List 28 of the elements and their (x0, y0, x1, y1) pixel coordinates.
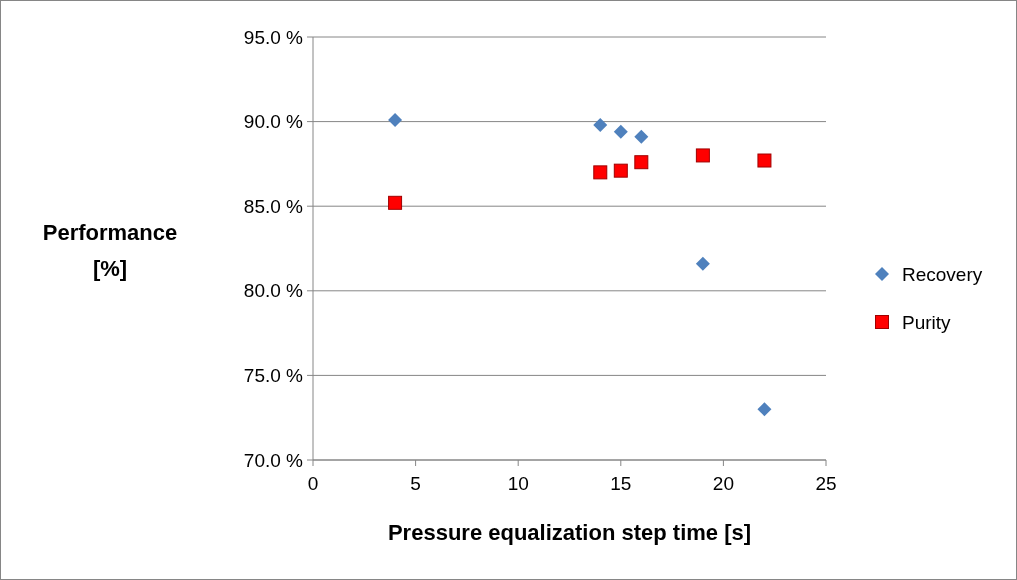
x-tick-label: 15 (610, 473, 632, 494)
y-axis-title: Performance [%] (42, 220, 178, 281)
point (613, 163, 628, 178)
y-tick-label: 85.0 % (243, 195, 304, 217)
x-axis-title: Pressure equalization step time [s] (387, 520, 752, 545)
x-tick-label: 25 (815, 473, 837, 494)
legend-label: Recovery (902, 263, 983, 285)
point (593, 117, 608, 132)
point (757, 153, 772, 168)
y-tick-label: 75.0 % (243, 365, 304, 387)
point (388, 195, 403, 210)
point (593, 165, 608, 180)
y-tick-label: 80.0 % (243, 280, 304, 302)
point (613, 124, 628, 139)
x-tick-label: 5 (410, 473, 421, 494)
legend-label: Purity (902, 311, 952, 333)
point (634, 129, 649, 144)
point (695, 256, 710, 271)
y-tick-label: 90.0 % (243, 111, 304, 133)
point (634, 155, 649, 170)
point (388, 112, 403, 127)
x-tick-label: 10 (507, 473, 529, 494)
point (695, 148, 710, 163)
x-tick-label: 0 (307, 473, 319, 494)
y-tick-label: 70.0 % (243, 449, 304, 471)
y-tick-label: 95.0 % (243, 26, 304, 48)
point (757, 402, 772, 417)
x-tick-label: 20 (712, 473, 734, 494)
